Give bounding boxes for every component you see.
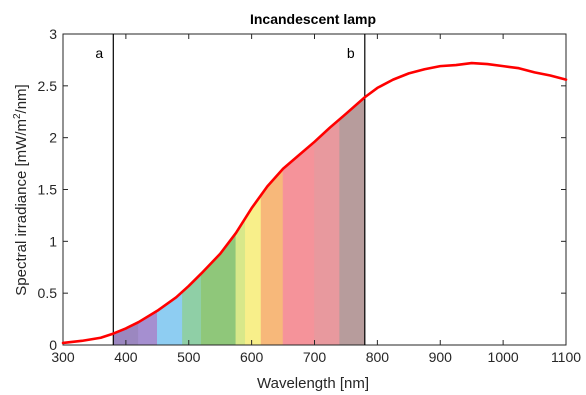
y-tick-label: 1 [49, 233, 57, 249]
x-tick-label: 400 [114, 349, 138, 365]
spectrum-band-5 [235, 217, 246, 346]
spectrum-band-8 [282, 141, 315, 346]
y-tick-label: 2 [49, 130, 57, 146]
x-tick-label: 900 [429, 349, 453, 365]
spectrum-band-4 [201, 232, 237, 346]
spectrum-band-6 [245, 194, 262, 346]
x-axis: 300 400 500 600 700 800 900 1000 1100 [51, 34, 581, 365]
series-line [61, 61, 568, 345]
y-axis: 0 0.5 1 1.5 2 2.5 3 [38, 26, 566, 353]
spectrum-band-10 [339, 96, 366, 346]
y-axis-label-prefix: Spectral irradiance [mW/m [13, 119, 30, 296]
spectrum-band-2 [157, 290, 183, 346]
x-tick-label: 600 [240, 349, 264, 365]
x-tick-label: 800 [366, 349, 390, 365]
x-axis-label: Wavelength [nm] [257, 375, 369, 392]
marker-label-a: a [95, 45, 103, 61]
chart-title: Incandescent lamp [250, 11, 376, 27]
y-tick-label: 0.5 [38, 285, 58, 301]
series-layer [61, 61, 568, 345]
y-tick-label: 2.5 [38, 78, 58, 94]
y-axis-label: Spectral irradiance [mW/m2/nm] [12, 84, 30, 295]
spectrum-band-9 [314, 118, 340, 346]
x-tick-label: 1000 [488, 349, 519, 365]
y-tick-label: 3 [49, 26, 57, 42]
spectrum-band-7 [260, 167, 284, 346]
y-axis-label-suffix: /nm] [13, 84, 30, 113]
x-tick-label: 500 [177, 349, 201, 365]
y-tick-label: 1.5 [38, 182, 58, 198]
y-tick-label: 0 [49, 337, 57, 353]
spectrum-shading [113, 96, 366, 346]
marker-label-b: b [347, 45, 355, 61]
x-tick-label: 1100 [551, 349, 581, 365]
x-tick-label: 300 [51, 349, 75, 365]
x-tick-label: 700 [303, 349, 327, 365]
y-axis-label-superscript: 2 [12, 113, 23, 119]
